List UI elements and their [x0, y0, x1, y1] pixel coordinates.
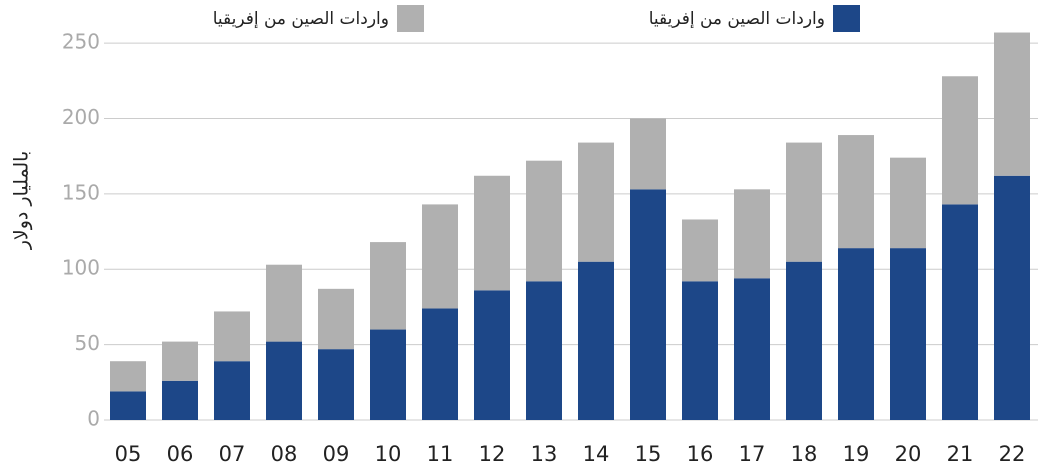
bar-segment [370, 242, 406, 330]
bar-segment [578, 142, 614, 262]
y-tick-label: 50 [75, 331, 100, 355]
y-tick-label: 0 [87, 407, 100, 431]
bar-segment [838, 135, 874, 249]
x-tick-label: 21 [947, 442, 974, 466]
bar-segment [526, 160, 562, 282]
legend-swatch [833, 5, 860, 32]
bar-segment [578, 261, 614, 420]
bar-segment [994, 175, 1030, 420]
legend-label: واردات الصين من إفريقيا [649, 9, 825, 29]
x-tick-label: 18 [791, 442, 818, 466]
legend-label: واردات الصين من إفريقيا [213, 9, 389, 29]
bar-segment [266, 341, 302, 420]
bar-segment [682, 219, 718, 282]
x-tick-label: 05 [115, 442, 142, 466]
x-tick-label: 06 [167, 442, 194, 466]
bar-segment [786, 261, 822, 420]
bar-segment [526, 281, 562, 420]
bar-segment [734, 189, 770, 279]
bar-segment [318, 349, 354, 420]
x-tick-label: 17 [739, 442, 766, 466]
bar-segment [942, 204, 978, 420]
bar-segment [786, 142, 822, 262]
x-tick-label: 09 [323, 442, 350, 466]
x-tick-label: 10 [375, 442, 402, 466]
legend-swatch [397, 5, 424, 32]
bar-segment [630, 189, 666, 420]
bar-segment [162, 380, 198, 420]
bar-segment [734, 278, 770, 420]
y-axis-label: بالمليار دولار [11, 151, 33, 251]
x-tick-label: 16 [687, 442, 714, 466]
x-tick-label: 13 [531, 442, 558, 466]
y-tick-label: 200 [62, 105, 100, 129]
x-tick-label: 15 [635, 442, 662, 466]
x-tick-label: 22 [999, 442, 1026, 466]
bar-segment [890, 157, 926, 249]
x-tick-label: 07 [219, 442, 246, 466]
bar-segment [682, 281, 718, 420]
bar-segment [110, 391, 146, 420]
bar-segment [890, 248, 926, 420]
bar-segment [838, 248, 874, 420]
bar-segment [214, 311, 250, 362]
y-tick-label: 150 [62, 180, 100, 204]
x-tick-label: 14 [583, 442, 610, 466]
x-tick-label: 19 [843, 442, 870, 466]
bar-segment [942, 76, 978, 205]
x-tick-label: 08 [271, 442, 298, 466]
bar-segment [370, 329, 406, 420]
y-tick-label: 100 [62, 256, 100, 280]
x-tick-label: 12 [479, 442, 506, 466]
y-tick-label: 250 [62, 30, 100, 54]
bar-segment [214, 361, 250, 420]
bar-segment [110, 361, 146, 392]
bar-segment [630, 118, 666, 190]
bar-segment [318, 288, 354, 350]
bar-segment [474, 175, 510, 291]
bar-segment [422, 308, 458, 420]
bar-segment [422, 204, 458, 309]
bar-segment [266, 264, 302, 342]
x-tick-label: 11 [427, 442, 454, 466]
bar-segment [994, 32, 1030, 176]
bar-segment [474, 290, 510, 420]
bar-segment [162, 341, 198, 381]
x-tick-label: 20 [895, 442, 922, 466]
